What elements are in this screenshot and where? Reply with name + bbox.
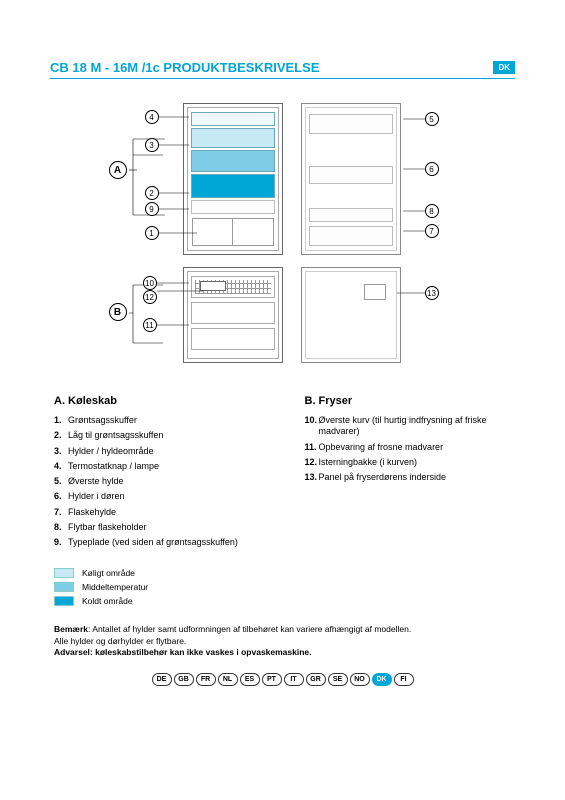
country-es[interactable]: ES [240,673,260,686]
page-header: CB 18 M - 16M /1c PRODUKTBESKRIVELSE DK [50,60,515,75]
callout-5: 5 [425,112,439,126]
temperature-legend: Køligt område Middeltemperatur Koldt omr… [50,568,515,606]
column-a: A. Køleskab 1.Grøntsagsskuffer 2.Låg til… [54,395,265,552]
legend-label: Køligt område [82,568,135,578]
callout-8: 8 [425,204,439,218]
page-title: CB 18 M - 16M /1c PRODUKTBESKRIVELSE [50,60,319,75]
list-item: 6.Hylder i døren [68,491,265,502]
callout-6: 6 [425,162,439,176]
list-item: 4.Termostatknap / lampe [68,461,265,472]
heading-a: A. Køleskab [54,395,265,407]
legend-swatch-cool [54,568,74,578]
callout-10: 10 [143,276,157,290]
callout-11: 11 [143,318,157,332]
callout-3: 3 [145,138,159,152]
country-se[interactable]: SE [328,673,348,686]
product-diagram: A B 4 3 2 9 1 5 6 8 7 10 12 11 13 [103,95,463,375]
list-item: 3.Hylder / hyldeområde [68,446,265,457]
country-it[interactable]: IT [284,673,304,686]
column-b: B. Fryser 10.Øverste kurv (til hurtig in… [305,395,516,552]
callout-7: 7 [425,224,439,238]
note-bold: Bemærk [54,624,88,634]
language-badge: DK [493,61,515,74]
country-fi[interactable]: FI [394,673,414,686]
list-item: 8.Flytbar flaskeholder [68,522,265,533]
country-nl[interactable]: NL [218,673,238,686]
callout-1: 1 [145,226,159,240]
list-item: 10.Øverste kurv (til hurtig indfrysning … [319,415,516,438]
list-item: 2.Låg til grøntsagsskuffen [68,430,265,441]
list-item: 12.Isterningbakke (i kurven) [319,457,516,468]
list-item: 13.Panel på fryserdørens inderside [319,472,516,483]
legend-row: Middeltemperatur [54,582,515,592]
country-fr[interactable]: FR [196,673,216,686]
country-selector: DEGBFRNLESPTITGRSENODKFI [50,673,515,686]
callout-13: 13 [425,286,439,300]
legend-label: Koldt område [82,596,133,606]
legend-swatch-mid [54,582,74,592]
legend-label: Middeltemperatur [82,582,148,592]
note-text: : Antallet af hylder samt udformningen a… [88,624,411,634]
callout-2: 2 [145,186,159,200]
note-text: Alle hylder og dørhylder er flytbare. [54,636,515,647]
notes: Bemærk: Antallet af hylder samt udformni… [50,624,515,658]
list-item: 1.Grøntsagsskuffer [68,415,265,426]
callout-4: 4 [145,110,159,124]
country-de[interactable]: DE [152,673,172,686]
country-dk[interactable]: DK [372,673,392,686]
country-no[interactable]: NO [350,673,370,686]
country-gb[interactable]: GB [174,673,194,686]
legend-row: Køligt område [54,568,515,578]
list-b: 10.Øverste kurv (til hurtig indfrysning … [305,415,516,483]
legend-row: Koldt område [54,596,515,606]
list-item: 7.Flaskehylde [68,507,265,518]
warning-text: Advarsel: køleskabstilbehør kan ikke vas… [54,647,312,657]
list-item: 5.Øverste hylde [68,476,265,487]
list-a: 1.Grøntsagsskuffer 2.Låg til grøntsagssk… [54,415,265,548]
country-gr[interactable]: GR [306,673,326,686]
header-rule [50,78,515,79]
heading-b: B. Fryser [305,395,516,407]
callout-12: 12 [143,290,157,304]
description-columns: A. Køleskab 1.Grøntsagsskuffer 2.Låg til… [50,395,515,552]
list-item: 9.Typeplade (ved siden af grøntsagsskuff… [68,537,265,548]
country-pt[interactable]: PT [262,673,282,686]
list-item: 11.Opbevaring af frosne madvarer [319,442,516,453]
callout-9: 9 [145,202,159,216]
legend-swatch-cold [54,596,74,606]
